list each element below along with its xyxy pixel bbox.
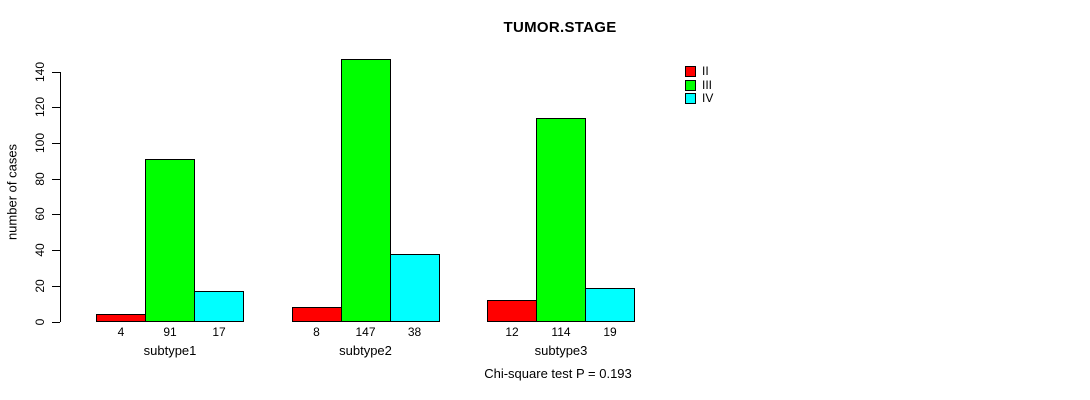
bar-value-subtype1-III: 91: [163, 325, 177, 339]
y-axis-tick: [52, 143, 60, 145]
bar-subtype3-IV: [585, 287, 635, 323]
y-axis-tick: [52, 285, 60, 287]
legend-swatch-III: [685, 79, 696, 91]
bar-subtype2-II: [291, 307, 342, 323]
y-axis-line: [60, 71, 61, 323]
category-label-subtype3: subtype3: [534, 343, 588, 358]
category-label-subtype2: subtype2: [339, 343, 392, 358]
bar-subtype2-III: [340, 59, 391, 323]
y-axis-tick-label: 20: [33, 279, 47, 293]
legend-label-III: III: [702, 77, 713, 92]
legend-swatch-IV: [685, 93, 696, 104]
y-axis-label: number of cases: [4, 143, 20, 241]
y-axis-tick: [52, 71, 60, 73]
legend-item-IV: IV: [685, 91, 714, 105]
chi-square-note: Chi-square test P = 0.193: [484, 366, 632, 381]
y-axis-tick: [52, 178, 60, 180]
bar-subtype2-IV: [389, 253, 440, 323]
bar-value-subtype3-III: 114: [551, 325, 571, 339]
chart-title: TUMOR.STAGE: [503, 19, 617, 36]
y-axis-tick: [52, 250, 60, 252]
legend-item-II: II: [685, 64, 713, 78]
bar-value-subtype2-IV: 38: [407, 325, 422, 339]
y-axis-tick-label: 140: [33, 61, 47, 82]
bar-value-subtype3-II: 12: [505, 325, 519, 339]
bar-value-subtype2-II: 8: [313, 325, 320, 339]
bar-value-subtype1-IV: 17: [212, 325, 226, 339]
bar-subtype1-III: [145, 159, 195, 323]
bar-subtype3-III: [536, 118, 586, 323]
legend-label-II: II: [702, 64, 709, 78]
bar-value-subtype2-III: 147: [355, 325, 376, 339]
y-axis-tick-label: 40: [33, 243, 47, 257]
bar-subtype3-II: [487, 300, 537, 323]
y-axis-tick-label: 60: [33, 207, 47, 222]
y-axis-tick: [52, 321, 60, 323]
legend-swatch-II: [685, 66, 696, 77]
legend-item-III: III: [685, 77, 713, 92]
y-axis-tick-label: 120: [33, 97, 47, 118]
y-axis-tick: [52, 214, 60, 216]
legend: II III IV: [685, 64, 714, 107]
bar-value-subtype1-II: 4: [117, 325, 125, 339]
category-label-subtype1: subtype1: [143, 343, 197, 358]
bar-subtype1-II: [96, 314, 146, 323]
y-axis-tick: [52, 107, 60, 109]
bar-value-subtype3-IV: 19: [603, 325, 617, 339]
legend-label-IV: IV: [702, 91, 714, 105]
y-axis-tick-label: 80: [33, 172, 47, 186]
bar-subtype1-IV: [194, 291, 244, 323]
y-axis-tick-label: 0: [33, 318, 47, 325]
y-axis-tick-label: 100: [33, 133, 47, 154]
